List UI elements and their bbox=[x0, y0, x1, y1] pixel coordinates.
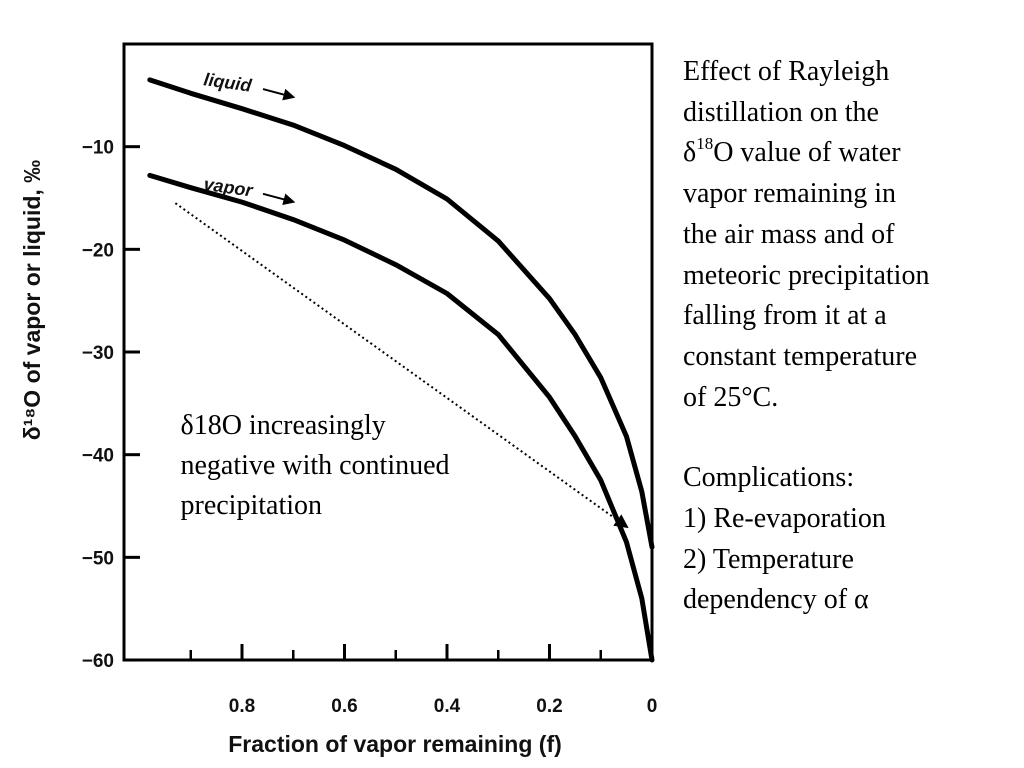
y-tick-label: −20 bbox=[82, 240, 114, 261]
rayleigh-chart: −10 −20 −30 −40 −50 −60 0.8 0.6 0.4 0.2 0 liquid v… bbox=[19, 42, 658, 757]
complications-list: 1) Re-evaporation 2) Temperature dependenc… bbox=[683, 499, 1013, 621]
series-arrow-vapor bbox=[262, 192, 296, 206]
series-line-liquid bbox=[147, 77, 655, 550]
complication-item: 2) Temperature bbox=[683, 543, 854, 575]
caption-line: vapor remaining in bbox=[683, 178, 897, 210]
series-line-vapor bbox=[147, 172, 655, 663]
x-tick-label: 0.8 bbox=[229, 696, 255, 717]
caption-line: falling from it at a bbox=[683, 300, 887, 332]
caption-line: Effect of Rayleigh bbox=[683, 56, 890, 87]
caption: Effect of Rayleigh distillation on the δ18… bbox=[683, 52, 1013, 621]
caption-line: distillation on the bbox=[683, 96, 879, 128]
y-axis-title: δ¹⁸O of vapor or liquid, ‰ bbox=[19, 160, 45, 440]
caption-line: the air mass and of bbox=[683, 218, 895, 250]
series-arrow-liquid bbox=[262, 88, 296, 101]
y-axis: −10 −20 −30 −40 −50 −60 bbox=[82, 138, 140, 672]
complications-title: Complications: bbox=[683, 462, 855, 494]
x-tick-label: 0.6 bbox=[331, 696, 357, 717]
annotation-text-line: precipitation bbox=[181, 490, 323, 521]
y-tick-label: −30 bbox=[82, 343, 114, 364]
complication-item: 1) Re-evaporation bbox=[683, 503, 886, 535]
x-tick-label: 0 bbox=[647, 696, 658, 717]
x-tick-label: 0.4 bbox=[434, 696, 461, 717]
annotation-layer: liquid vapor δ18O increasingly negative wit… bbox=[174, 69, 629, 529]
caption-line: meteoric precipitation bbox=[683, 259, 930, 291]
y-tick-label: −50 bbox=[82, 548, 114, 569]
x-axis-title: Fraction of vapor remaining (f) bbox=[228, 731, 562, 757]
caption-line: of 25°C. bbox=[683, 381, 779, 413]
series-label-liquid: liquid bbox=[202, 69, 253, 96]
caption-line: constant temperature bbox=[683, 340, 918, 372]
plot-frame bbox=[122, 42, 654, 662]
caption-text: Effect of Rayleigh distillation on the δ18… bbox=[683, 52, 1013, 418]
caption-line: δ18O value of water bbox=[683, 134, 901, 169]
annotation-text-line: δ18O increasingly bbox=[181, 410, 386, 441]
series-layer bbox=[147, 77, 655, 663]
complication-item: dependency of α bbox=[683, 584, 869, 616]
annotation-text-line: negative with continued bbox=[181, 450, 450, 481]
y-tick-label: −60 bbox=[82, 651, 114, 672]
x-axis: 0.8 0.6 0.4 0.2 0 bbox=[189, 644, 658, 717]
y-tick-label: −40 bbox=[82, 446, 114, 467]
superscript: 18 bbox=[696, 134, 714, 154]
series-label-vapor: vapor bbox=[202, 174, 254, 201]
x-tick-label: 0.2 bbox=[536, 696, 562, 717]
y-tick-label: −10 bbox=[82, 138, 114, 159]
